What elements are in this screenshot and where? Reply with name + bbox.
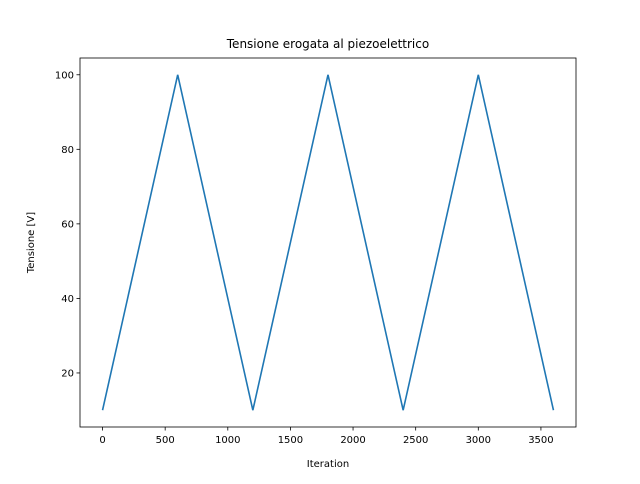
y-axis: 20 40 60 80 100 (55, 70, 80, 379)
y-tick-label: 60 (61, 219, 74, 230)
x-axis-label: Iteration (307, 459, 349, 470)
series-line-0 (101, 74, 555, 411)
x-tick-label: 1000 (215, 435, 240, 446)
y-tick-label: 20 (61, 368, 74, 379)
x-axis: 0 500 1000 1500 2000 2500 3000 3500 (99, 427, 554, 446)
y-tick-label: 100 (55, 70, 74, 81)
x-tick-label: 0 (99, 435, 105, 446)
y-tick-label: 40 (61, 294, 74, 305)
chart-title: Tensione erogata al piezoelettrico (226, 37, 429, 51)
x-tick-label: 2000 (340, 435, 365, 446)
plot-frame (79, 57, 577, 428)
series-layer (101, 74, 555, 411)
y-tick-label: 80 (61, 145, 74, 156)
y-axis-label: Tensione [V] (26, 212, 37, 274)
x-tick-label: 2500 (403, 435, 428, 446)
x-tick-label: 1500 (278, 435, 303, 446)
x-tick-label: 3000 (466, 435, 491, 446)
x-tick-label: 3500 (528, 435, 553, 446)
x-tick-label: 500 (156, 435, 175, 446)
